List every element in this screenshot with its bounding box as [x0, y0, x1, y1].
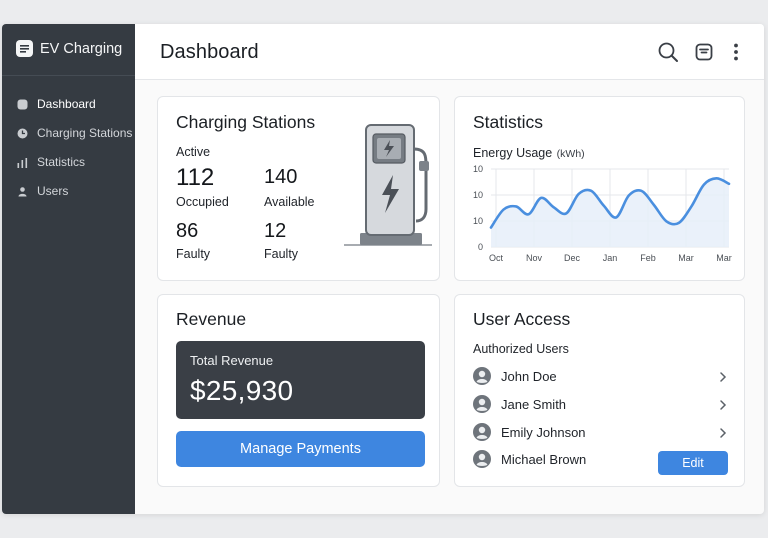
chart-title: Energy Usage (kWh)	[473, 144, 585, 162]
sidebar-nav: Dashboard Charging Stations Statistics U…	[2, 90, 135, 206]
user-name: Jane Smith	[501, 397, 567, 412]
x-tick-label: Dec	[564, 253, 581, 263]
search-icon[interactable]	[657, 41, 679, 63]
user-name: Michael Brown	[501, 452, 587, 467]
y-tick-label: 10	[473, 216, 483, 226]
active-value: 112	[176, 164, 215, 191]
top-bar: Dashboard	[135, 24, 764, 80]
sidebar: EV Charging Dashboard Charging Stations …	[2, 24, 135, 514]
sidebar-item-users[interactable]: Users	[2, 177, 135, 206]
sidebar-item-statistics[interactable]: Statistics	[2, 148, 135, 177]
occupied-label: Occupied	[176, 195, 229, 209]
avatar-icon	[473, 395, 491, 413]
avatar-icon	[473, 450, 491, 468]
user-name: John Doe	[501, 369, 557, 384]
x-tick-label: Mar	[716, 253, 732, 263]
clock-icon	[16, 127, 29, 140]
total-revenue-value: $25,930	[190, 375, 294, 406]
avatar-icon	[473, 423, 491, 441]
brand[interactable]: EV Charging	[2, 24, 135, 76]
inbox-icon[interactable]	[693, 41, 715, 63]
app-name: EV Charging	[40, 41, 123, 57]
faulty-value: 86	[176, 220, 199, 242]
chart-series-line	[489, 177, 731, 229]
sidebar-item-label: Charging Stations	[37, 126, 133, 140]
authorized-users-label: Authorized Users	[473, 342, 569, 356]
page-title: Dashboard	[160, 41, 259, 63]
card-title: Charging Stations	[176, 112, 316, 132]
x-tick-label: Jan	[603, 253, 618, 263]
sidebar-item-label: Users	[37, 184, 69, 198]
main-content: Dashboard Charging Stations Active 112 1…	[135, 24, 764, 514]
user-row-john-doe[interactable]: John Doe	[473, 365, 731, 389]
chart-area	[491, 178, 729, 247]
x-tick-label: Feb	[640, 253, 656, 263]
statistics-card: Statistics Energy Usage (kWh) 10 10 10 0 Oct…	[454, 96, 745, 281]
x-tick-label: Mar	[678, 253, 694, 263]
energy-usage-chart: 10 10 10 0 Oct Nov Dec Jan Feb Mar Mar	[473, 164, 732, 263]
user-name: Emily Johnson	[501, 425, 586, 440]
y-tick-label: 0	[478, 242, 483, 252]
avatar-icon	[473, 367, 491, 385]
sidebar-item-charging-stations[interactable]: Charging Stations	[2, 119, 135, 148]
card-title: Statistics	[473, 112, 544, 132]
user-row-jane-smith[interactable]: Jane Smith	[473, 393, 731, 417]
revenue-card: Revenue Total Revenue $25,930 Manage Pay…	[157, 294, 440, 487]
bar-chart-icon	[16, 156, 29, 169]
chevron-right-icon[interactable]	[718, 426, 728, 438]
more-vertical-icon[interactable]	[725, 41, 747, 63]
chevron-right-icon[interactable]	[718, 398, 728, 410]
edit-button[interactable]: Edit	[658, 451, 728, 475]
chart-unit: (kWh)	[556, 148, 585, 160]
stations-total-value: 140	[264, 166, 298, 188]
y-tick-label: 10	[473, 190, 483, 200]
total-revenue-panel: Total Revenue $25,930	[176, 341, 425, 419]
app-window: EV Charging Dashboard Charging Stations …	[2, 24, 764, 514]
x-tick-label: Nov	[526, 253, 543, 263]
user-row-emily-johnson[interactable]: Emily Johnson	[473, 421, 731, 445]
faulty-label: Faulty	[176, 247, 211, 261]
charging-station-illustration	[342, 123, 434, 248]
charging-stations-card: Charging Stations Active 112 140 Occupie…	[157, 96, 440, 281]
manage-payments-button[interactable]: Manage Payments	[176, 431, 425, 467]
user-access-card: User Access Authorized Users John Doe Ja…	[454, 294, 745, 487]
faulty-value: 12	[264, 220, 287, 242]
card-title: Revenue	[176, 309, 247, 329]
document-icon	[16, 40, 33, 57]
sidebar-item-dashboard[interactable]: Dashboard	[2, 90, 135, 119]
faulty-label: Faulty	[264, 247, 299, 261]
sidebar-item-label: Statistics	[37, 155, 86, 169]
chevron-right-icon[interactable]	[718, 370, 728, 382]
x-tick-label: Oct	[489, 253, 504, 263]
card-title: User Access	[473, 309, 571, 329]
dashboard-icon	[16, 98, 29, 111]
y-tick-label: 10	[473, 164, 483, 174]
user-row-michael-brown[interactable]: Michael Brown	[473, 448, 643, 472]
available-label: Available	[264, 195, 315, 209]
user-icon	[16, 185, 29, 198]
sidebar-item-label: Dashboard	[37, 97, 96, 111]
active-label: Active	[176, 145, 211, 159]
chart-title-text: Energy Usage	[473, 146, 553, 160]
total-revenue-label: Total Revenue	[190, 353, 274, 368]
